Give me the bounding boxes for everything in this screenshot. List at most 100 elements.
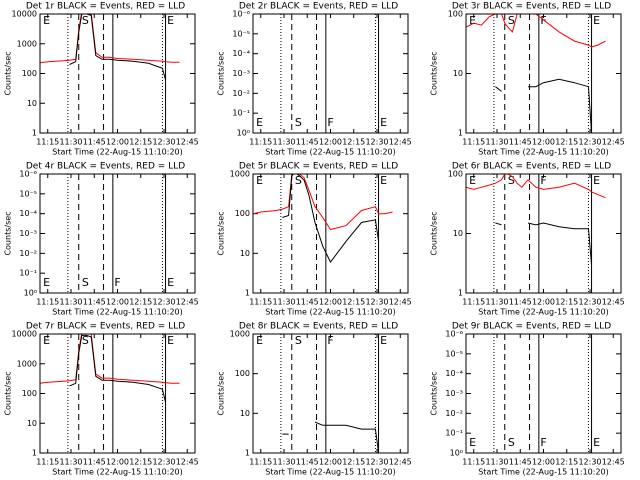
x-tick-label: 12:00 <box>106 138 129 147</box>
x-axis-label: Start Time (22-Aug-15 11:10:20) <box>52 468 183 477</box>
x-tick-label: 11:45 <box>509 298 532 307</box>
y-tick-label: 1000 <box>17 359 37 368</box>
event-label: F <box>327 334 333 347</box>
plot-frame <box>465 173 622 294</box>
x-tick-label: 11:30 <box>272 298 295 307</box>
x-tick-label: 11:30 <box>485 298 508 307</box>
x-tick-label: 11:45 <box>296 138 319 147</box>
event-label: E <box>380 116 387 129</box>
y-tick-label: 10⁻⁵ <box>19 189 37 198</box>
panel-title: Det 5r BLACK = Events, RED = LLD <box>239 162 398 172</box>
x-tick-label: 12:45 <box>176 298 199 307</box>
plot-frame <box>465 333 622 454</box>
x-tick-label: 11:15 <box>462 298 485 307</box>
x-tick-label: 12:15 <box>555 138 578 147</box>
x-tick-label: 11:30 <box>59 298 82 307</box>
x-tick-label: 11:15 <box>36 458 59 467</box>
event-label: S <box>295 174 302 187</box>
y-axis-label: Counts/sec <box>430 51 439 95</box>
x-tick-label: 11:15 <box>462 138 485 147</box>
x-axis-label: Start Time (22-Aug-15 11:10:20) <box>478 468 609 477</box>
x-tick-label: 12:15 <box>129 138 152 147</box>
x-tick-label: 12:30 <box>152 298 175 307</box>
panel-title: Det 4r BLACK = Events, RED = LLD <box>26 162 185 172</box>
x-axis-label: Start Time (22-Aug-15 11:10:20) <box>265 148 396 157</box>
event-label: S <box>508 174 515 187</box>
x-tick-label: 11:45 <box>509 138 532 147</box>
y-tick-label: 10⁻² <box>19 249 37 258</box>
x-tick-label: 12:00 <box>532 458 555 467</box>
y-tick-label: 10⁰ <box>24 289 37 298</box>
y-tick-label: 10⁰ <box>450 449 463 458</box>
y-tick-label: 10⁻⁴ <box>232 49 250 58</box>
series-line <box>466 14 606 48</box>
event-label: E <box>43 334 50 347</box>
y-tick-label: 10⁻² <box>232 89 250 98</box>
x-tick-label: 11:45 <box>83 458 106 467</box>
event-label: E <box>256 334 263 347</box>
y-axis-label: Counts/sec <box>217 211 226 255</box>
x-tick-label: 12:15 <box>129 298 152 307</box>
event-label: S <box>295 334 302 347</box>
series-line <box>253 174 393 231</box>
event-label: E <box>43 276 50 289</box>
x-tick-label: 11:15 <box>249 458 272 467</box>
y-tick-label: 10⁻¹ <box>19 269 37 278</box>
series-line <box>40 14 180 64</box>
x-tick-label: 12:45 <box>176 138 199 147</box>
plot-frame <box>39 13 196 134</box>
y-tick-label: 10 <box>27 419 37 428</box>
x-tick-label: 12:45 <box>176 458 199 467</box>
plot-frame <box>252 173 409 294</box>
x-axis-label: Start Time (22-Aug-15 11:10:20) <box>265 308 396 317</box>
y-tick-label: 10 <box>27 99 37 108</box>
event-label: E <box>167 334 174 347</box>
y-tick-label: 1 <box>32 449 37 458</box>
y-tick-label: 100 <box>22 69 37 78</box>
x-tick-label: 12:15 <box>342 298 365 307</box>
y-tick-label: 10000 <box>12 10 37 19</box>
event-label: F <box>540 436 546 449</box>
y-axis-label: Counts/sec <box>430 371 439 415</box>
y-tick-label: 10⁰ <box>237 129 250 138</box>
y-tick-label: 10⁻⁴ <box>445 369 463 378</box>
event-label: E <box>593 14 600 27</box>
y-tick-label: 1 <box>245 289 250 298</box>
x-tick-label: 12:45 <box>602 298 625 307</box>
x-tick-label: 12:00 <box>106 458 129 467</box>
y-tick-label: 10⁻¹ <box>445 429 463 438</box>
y-tick-label: 10⁻⁶ <box>445 330 463 339</box>
x-tick-label: 12:00 <box>319 138 342 147</box>
x-tick-label: 12:15 <box>555 298 578 307</box>
x-tick-label: 12:30 <box>152 458 175 467</box>
x-tick-label: 11:30 <box>485 458 508 467</box>
y-tick-label: 10 <box>453 69 463 78</box>
x-axis-label: Start Time (22-Aug-15 11:10:20) <box>265 468 396 477</box>
x-tick-label: 11:45 <box>296 298 319 307</box>
panel-title: Det 3r BLACK = Events, RED = LLD <box>452 2 611 12</box>
event-label: E <box>256 116 263 129</box>
x-tick-label: 12:45 <box>389 298 412 307</box>
event-label: E <box>593 174 600 187</box>
panel-title: Det 7r BLACK = Events, RED = LLD <box>26 322 185 332</box>
x-tick-label: 12:15 <box>129 458 152 467</box>
series-line <box>282 174 380 264</box>
x-tick-label: 12:00 <box>532 298 555 307</box>
x-tick-label: 12:15 <box>342 458 365 467</box>
event-label: S <box>508 14 515 27</box>
plot-frame <box>252 13 409 134</box>
y-axis-label: Counts/sec <box>430 211 439 255</box>
y-tick-label: 1000 <box>17 39 37 48</box>
y-axis-label: Counts/sec <box>4 211 13 255</box>
y-axis-label: Counts/sec <box>4 51 13 95</box>
x-tick-label: 12:30 <box>365 298 388 307</box>
x-tick-label: 11:30 <box>59 138 82 147</box>
series-line <box>466 174 606 199</box>
x-tick-label: 11:30 <box>272 138 295 147</box>
y-tick-label: 1 <box>458 129 463 138</box>
plot-frame <box>252 333 409 454</box>
y-tick-label: 1000 <box>230 170 250 179</box>
x-tick-label: 12:45 <box>389 138 412 147</box>
